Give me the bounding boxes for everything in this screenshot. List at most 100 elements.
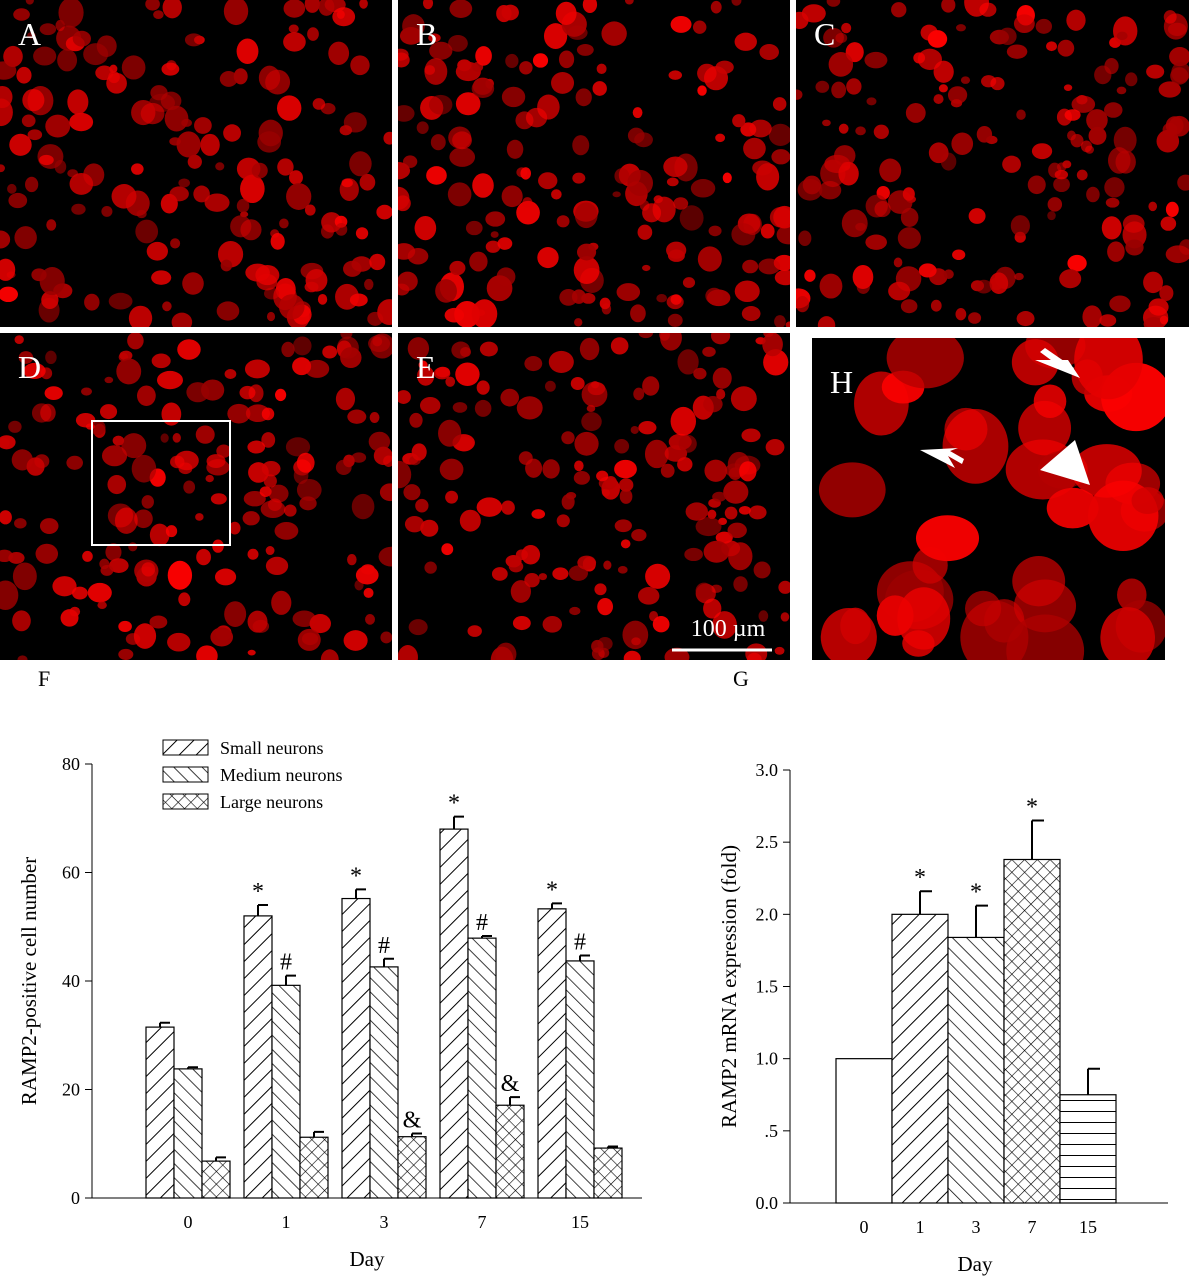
cell: [343, 112, 367, 133]
cell: [449, 260, 466, 276]
cell: [1160, 216, 1177, 231]
cell: [1074, 338, 1143, 400]
cell: [12, 610, 31, 632]
significance-label: *: [252, 879, 264, 905]
cell: [928, 142, 949, 164]
cell: [520, 167, 531, 180]
x-tick-label: 15: [571, 1212, 589, 1232]
cell: [452, 402, 468, 413]
cell: [145, 0, 160, 11]
cell: [702, 346, 716, 357]
cell: [82, 550, 93, 562]
cell: [684, 547, 703, 562]
cell: [575, 88, 592, 107]
x-axis-label: Day: [958, 1252, 993, 1276]
cell: [543, 23, 568, 49]
cell: [841, 209, 868, 238]
cell: [1076, 169, 1088, 181]
cell: [216, 444, 232, 458]
cell: [274, 521, 299, 540]
panel-label: G: [733, 666, 749, 691]
cell: [614, 519, 632, 533]
cell: [194, 117, 212, 134]
cell: [703, 598, 722, 619]
cell: [160, 91, 182, 111]
cell: [127, 333, 144, 350]
cell: [774, 315, 786, 327]
cell: [917, 48, 942, 70]
cell: [45, 350, 57, 365]
cell: [289, 170, 303, 185]
cell: [112, 435, 125, 446]
cell: [17, 655, 28, 660]
cell: [174, 450, 199, 471]
cell: [1116, 31, 1128, 41]
cell: [1169, 47, 1189, 67]
error-bar: [1087, 1067, 1100, 1095]
cell: [54, 159, 67, 174]
cell: [343, 630, 368, 651]
x-tick-label: 3: [380, 1212, 389, 1232]
cell: [708, 225, 722, 237]
y-tick-label: 80: [62, 754, 80, 774]
cell: [1016, 109, 1026, 120]
cell: [518, 451, 533, 465]
cell: [768, 123, 790, 146]
cell: [1013, 14, 1035, 34]
cell: [265, 556, 289, 576]
cell: [525, 107, 548, 128]
cell: [915, 515, 980, 562]
cell: [196, 548, 211, 566]
cell: [485, 211, 506, 227]
cell: [365, 614, 375, 625]
cell: [900, 299, 918, 314]
micrograph: [398, 333, 790, 660]
cell: [271, 590, 292, 615]
cell: [451, 341, 471, 359]
cell: [243, 490, 266, 507]
y-tick-label: 2.5: [756, 832, 779, 852]
cell: [398, 645, 418, 660]
cell: [1099, 314, 1117, 327]
cell: [322, 345, 338, 359]
cell: [722, 172, 732, 184]
cell: [490, 231, 499, 238]
cell: [960, 76, 971, 84]
cell: [570, 376, 585, 391]
cell: [1002, 155, 1021, 173]
cell: [716, 388, 726, 400]
cell: [950, 99, 963, 108]
cell: [627, 169, 653, 196]
cell: [955, 308, 967, 321]
cell: [435, 366, 450, 378]
cell: [941, 0, 956, 13]
cell: [449, 147, 476, 167]
error-bar: [383, 957, 394, 967]
cell: [519, 61, 533, 75]
cell: [368, 431, 391, 452]
cell: [724, 506, 738, 520]
cell: [149, 523, 170, 547]
significance-label: *: [1026, 795, 1038, 821]
cell: [240, 174, 265, 204]
cell: [350, 55, 370, 76]
cell: [944, 407, 988, 451]
cell: [697, 246, 722, 272]
cell: [1107, 241, 1125, 262]
cell: [1116, 86, 1127, 95]
cell: [738, 506, 751, 515]
cell: [403, 155, 418, 168]
cell: [500, 388, 520, 407]
cell: [0, 98, 13, 127]
cell: [804, 269, 816, 282]
cell: [411, 443, 427, 461]
cell: [14, 335, 24, 345]
cell: [341, 178, 353, 188]
cell: [60, 609, 79, 627]
cell: [41, 291, 59, 310]
cell: [448, 126, 472, 149]
cell: [1047, 197, 1063, 212]
cell: [637, 224, 653, 240]
cell: [596, 470, 609, 482]
cell: [579, 337, 600, 361]
